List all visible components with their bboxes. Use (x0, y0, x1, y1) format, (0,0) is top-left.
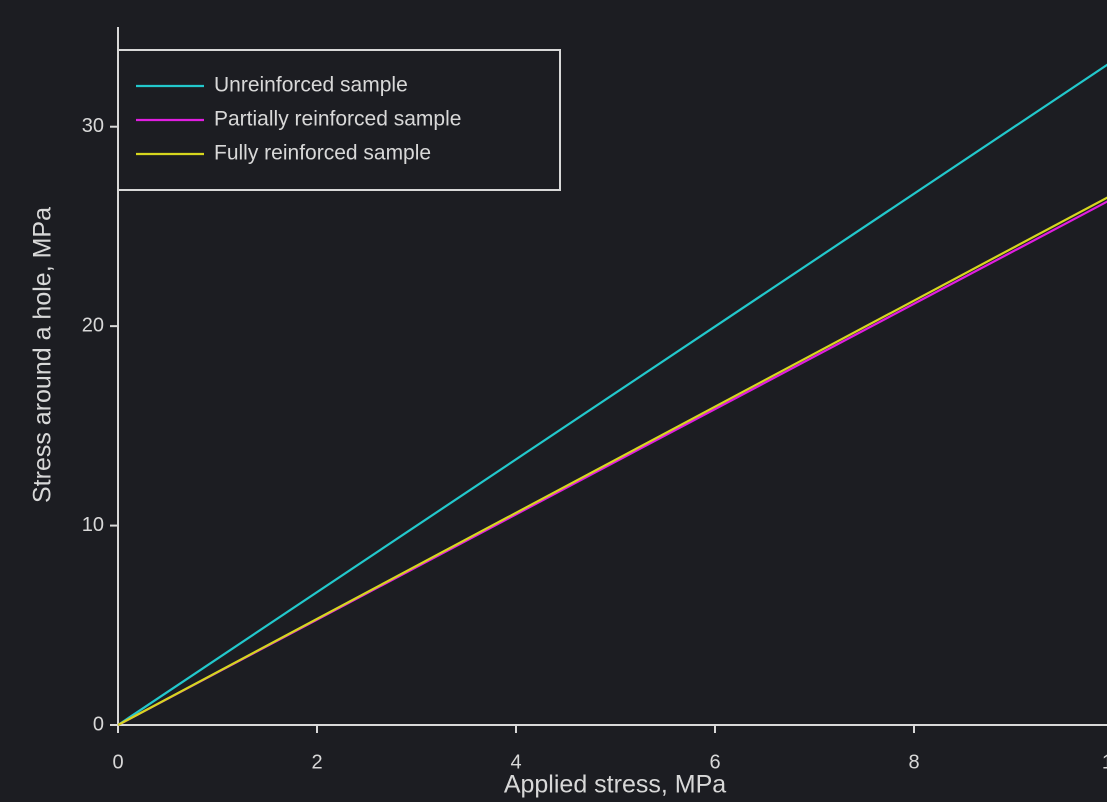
y-tick-label: 30 (82, 115, 104, 137)
y-tick-label: 10 (82, 514, 104, 536)
x-axis-label: Applied stress, MPa (504, 771, 726, 799)
legend-label: Fully reinforced sample (214, 142, 431, 165)
y-tick-label: 20 (82, 314, 104, 336)
chart: Applied stress, MPa Stress around a hole… (0, 0, 1107, 802)
legend-label: Unreinforced sample (214, 74, 408, 97)
x-tick-label: 0 (112, 751, 123, 773)
page: Applied stress, MPa Stress around a hole… (0, 0, 1107, 802)
x-tick-label: 6 (709, 751, 720, 773)
y-axis-label: Stress around a hole, MPa (29, 207, 57, 503)
y-tick-label: 0 (93, 713, 104, 735)
x-tick-label: 8 (908, 751, 919, 773)
x-tick-label: 2 (311, 751, 322, 773)
legend-label: Partially reinforced sample (214, 108, 461, 131)
x-tick-label: 10 (1102, 751, 1107, 773)
x-tick-label: 4 (510, 751, 521, 773)
